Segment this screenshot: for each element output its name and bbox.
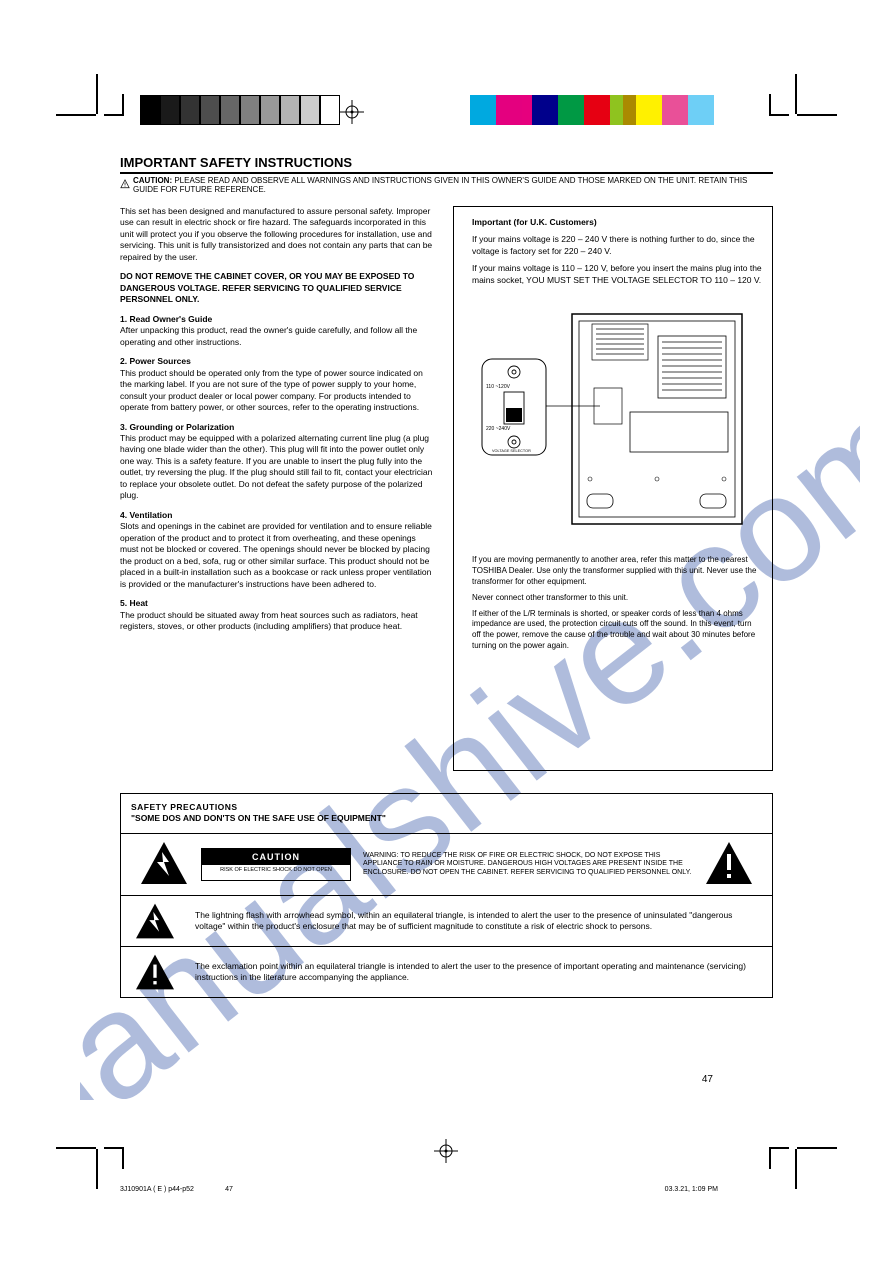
caution-box-label: CAUTION bbox=[202, 849, 350, 865]
crop-mark bbox=[104, 114, 124, 116]
crop-mark bbox=[56, 1147, 96, 1149]
svg-text:110 ~120V: 110 ~120V bbox=[486, 384, 511, 390]
caution-text: PLEASE READ AND OBSERVE ALL WARNINGS AND… bbox=[133, 176, 747, 194]
crop-mark bbox=[797, 1147, 837, 1149]
svg-text:!: ! bbox=[124, 182, 126, 188]
section-2-body: This product should be operated only fro… bbox=[120, 368, 423, 412]
crop-mark bbox=[797, 114, 837, 116]
section-2-title: 2. Power Sources bbox=[120, 356, 191, 366]
svg-text:220 ~240V: 220 ~240V bbox=[486, 426, 511, 432]
footer-file: 3J10901A ( E ) p44-p52 bbox=[120, 1186, 194, 1193]
caution-body-text: WARNING: TO REDUCE THE RISK OF FIRE OR E… bbox=[363, 852, 692, 877]
right-p2: If your mains voltage is 220 – 240 V the… bbox=[472, 234, 762, 257]
crop-mark bbox=[795, 1149, 797, 1189]
crop-mark bbox=[769, 94, 771, 114]
intro-paragraph: This set has been designed and manufactu… bbox=[120, 206, 433, 263]
crop-mark bbox=[769, 1149, 771, 1169]
page-title: IMPORTANT SAFETY INSTRUCTIONS bbox=[120, 155, 773, 174]
exclamation-triangle-icon bbox=[129, 953, 181, 991]
lightning-triangle-icon bbox=[139, 840, 189, 889]
footer-pg: 47 bbox=[225, 1186, 233, 1193]
caution-box: CAUTION RISK OF ELECTRIC SHOCK DO NOT OP… bbox=[201, 848, 351, 882]
caution-risk-line: RISK OF ELECTRIC SHOCK DO NOT OPEN bbox=[202, 865, 350, 876]
safety-caution-banner: CAUTION RISK OF ELECTRIC SHOCK DO NOT OP… bbox=[121, 833, 772, 895]
cmyk-colorbar bbox=[470, 95, 714, 125]
caution-line: ! CAUTION: PLEASE READ AND OBSERVE ALL W… bbox=[120, 176, 773, 194]
right-title: Important (for U.K. Customers) bbox=[472, 217, 597, 227]
instructions-column: This set has been designed and manufactu… bbox=[120, 206, 433, 771]
crop-mark bbox=[56, 114, 96, 116]
right-bot1: If you are moving permanently to another… bbox=[472, 555, 762, 587]
voltage-selector-panel: Important (for U.K. Customers) If your m… bbox=[453, 206, 773, 771]
safety-subtitle: "SOME DOS AND DON'TS ON THE SAFE USE OF … bbox=[131, 813, 386, 823]
safety-row1-text: The lightning flash with arrowhead symbo… bbox=[195, 910, 764, 933]
registration-target-icon bbox=[434, 1139, 458, 1163]
crop-mark bbox=[769, 1147, 789, 1149]
section-5-body: The product should be situated away from… bbox=[120, 610, 418, 631]
section-4-body: Slots and openings in the cabinet are pr… bbox=[120, 521, 432, 588]
page-content: IMPORTANT SAFETY INSTRUCTIONS ! CAUTION:… bbox=[120, 155, 773, 1113]
footer-date: 03.3.21, 1:09 PM bbox=[665, 1186, 718, 1193]
footer-filename: 3J10901A ( E ) p44-p52 47 bbox=[120, 1186, 233, 1193]
exclamation-triangle-icon bbox=[704, 840, 754, 889]
safety-row2-text: The exclamation point within an equilate… bbox=[195, 961, 764, 984]
crop-mark bbox=[122, 94, 124, 114]
warning-paragraph: DO NOT REMOVE THE CABINET COVER, OR YOU … bbox=[120, 271, 414, 304]
safety-row-exclamation: The exclamation point within an equilate… bbox=[121, 946, 772, 997]
registration-target-icon bbox=[340, 100, 364, 124]
safety-header: SAFETY PRECAUTIONS "SOME DOS AND DON'TS … bbox=[121, 794, 772, 833]
crop-mark bbox=[96, 74, 98, 114]
section-5-title: 5. Heat bbox=[120, 598, 148, 608]
section-1-title: 1. Read Owner's Guide bbox=[120, 314, 212, 324]
section-4-title: 4. Ventilation bbox=[120, 510, 172, 520]
lightning-triangle-icon bbox=[129, 902, 181, 940]
crop-mark bbox=[104, 1147, 124, 1149]
right-p3: If your mains voltage is 110 – 120 V, be… bbox=[472, 263, 762, 286]
safety-title: SAFETY PRECAUTIONS bbox=[131, 802, 238, 812]
svg-text:VOLTAGE SELECTOR: VOLTAGE SELECTOR bbox=[492, 449, 531, 453]
warning-triangle-icon: ! bbox=[120, 179, 130, 192]
grayscale-colorbar bbox=[140, 95, 340, 125]
crop-mark bbox=[795, 74, 797, 114]
section-1-body: After unpacking this product, read the o… bbox=[120, 325, 417, 346]
title-text: IMPORTANT SAFETY INSTRUCTIONS bbox=[120, 155, 773, 170]
page-number: 47 bbox=[702, 1074, 713, 1085]
crop-mark bbox=[769, 114, 789, 116]
right-bot2: Never connect other transformer to this … bbox=[472, 593, 762, 604]
section-3-body: This product may be equipped with a pola… bbox=[120, 433, 432, 500]
crop-mark bbox=[96, 1149, 98, 1189]
caution-label: CAUTION: bbox=[133, 176, 172, 185]
safety-row-lightning: The lightning flash with arrowhead symbo… bbox=[121, 895, 772, 946]
section-3-title: 3. Grounding or Polarization bbox=[120, 422, 234, 432]
safety-precautions-table: SAFETY PRECAUTIONS "SOME DOS AND DON'TS … bbox=[120, 793, 773, 998]
right-bot3: If either of the L/R terminals is shorte… bbox=[472, 609, 762, 652]
crop-mark bbox=[122, 1149, 124, 1169]
device-figure: 110 ~120V 220 ~240V VOLTAGE SELECTOR bbox=[472, 294, 762, 549]
